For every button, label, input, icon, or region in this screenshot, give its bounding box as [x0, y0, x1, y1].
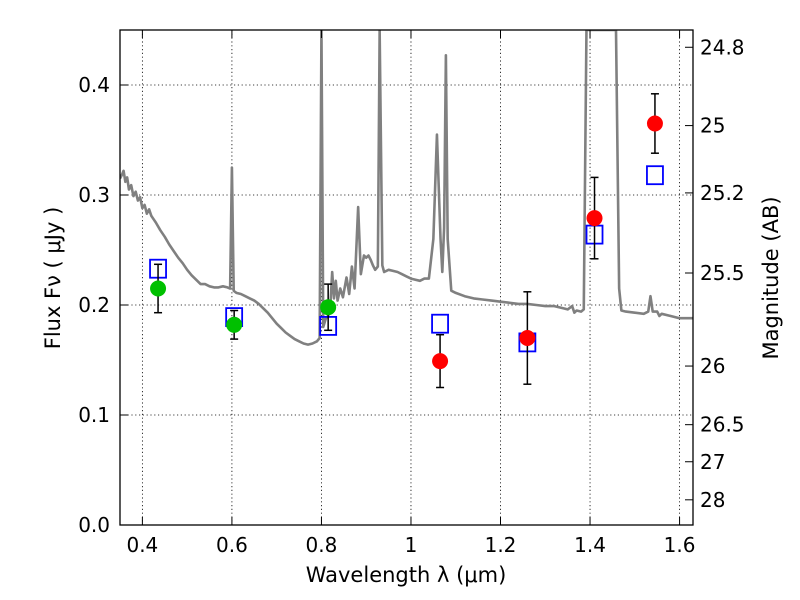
- x-tick-label: 1.6: [664, 533, 696, 557]
- plot-frame: [119, 29, 694, 526]
- y-tick-label: 0.3: [78, 183, 110, 207]
- right-tick-label: 25.2: [700, 181, 745, 205]
- right-tick-label: 26.5: [700, 413, 745, 437]
- right-tick-label: 27: [700, 450, 725, 474]
- right-tick-label: 24.8: [700, 35, 745, 59]
- y-tick-label: 0.1: [78, 403, 110, 427]
- right-tick-label: 25: [700, 114, 725, 138]
- observed-nir-point: [646, 115, 663, 132]
- x-tick-label: 0.4: [126, 533, 158, 557]
- observed-nir-point: [586, 210, 603, 227]
- observed-optical-point: [320, 299, 337, 316]
- y-tick-label: 0.4: [78, 73, 110, 97]
- axis-ticks: 0.4 0.6 0.8 1 1.2 1.4 1.6 0.0 0.1 0.2 0.3 0.4 24.8 25…: [78, 30, 745, 557]
- right-tick-label: 25.5: [700, 261, 745, 285]
- model-photometry-marker: [646, 165, 664, 186]
- x-axis-label: Wavelength λ (μm): [306, 563, 507, 587]
- observed-nir-point: [432, 353, 449, 370]
- data-layer: [120, 30, 693, 353]
- y-tick-label: 0.2: [78, 293, 110, 317]
- model-spectrum-line: [120, 30, 693, 346]
- y-tick-label: 0.0: [78, 513, 110, 537]
- x-tick-label: 1.4: [574, 533, 606, 557]
- model-photometry-marker: [431, 313, 449, 334]
- observed-nir-point: [519, 330, 536, 346]
- right-tick-label: 28: [700, 488, 725, 512]
- x-tick-label: 0.8: [306, 533, 338, 557]
- right-tick-label: 26: [700, 354, 725, 378]
- error-bars: [150, 93, 663, 389]
- observed-optical-point: [150, 280, 167, 297]
- observed-optical-point: [226, 316, 243, 333]
- x-tick-label: 0.6: [216, 533, 248, 557]
- right-axis-label: Magnitude (AB): [759, 196, 783, 359]
- x-tick-label: 1.2: [485, 533, 517, 557]
- y-axis-label: Flux Fν ( μJy ): [41, 207, 65, 350]
- x-tick-label: 1: [405, 533, 418, 557]
